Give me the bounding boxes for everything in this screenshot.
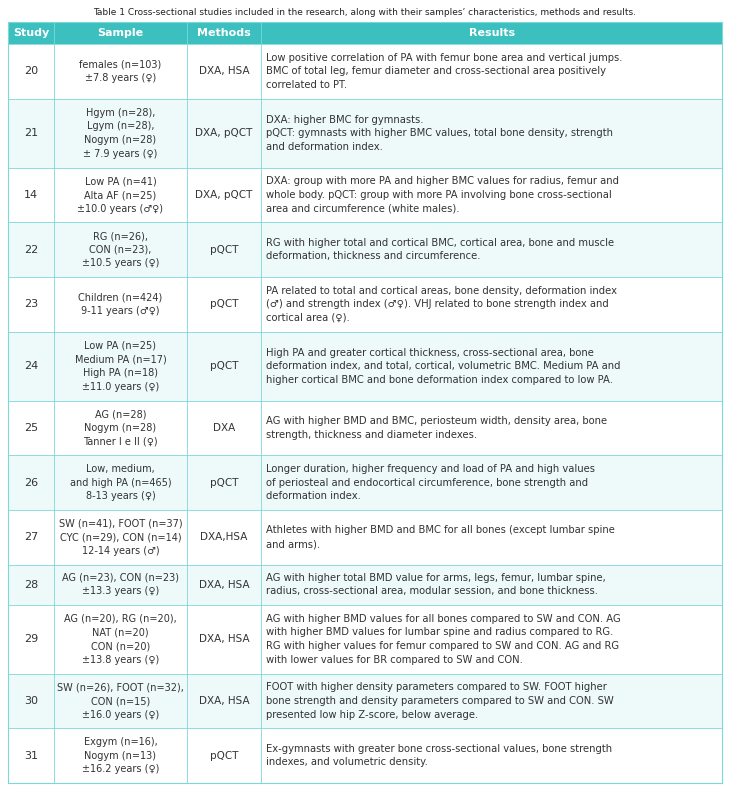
Text: DXA, pQCT: DXA, pQCT xyxy=(196,190,253,200)
Text: 24: 24 xyxy=(24,361,39,371)
Text: DXA: group with more PA and higher BMC values for radius, femur and
whole body. : DXA: group with more PA and higher BMC v… xyxy=(266,176,620,214)
Text: DXA: higher BMC for gymnasts.
pQCT: gymnasts with higher BMC values, total bone : DXA: higher BMC for gymnasts. pQCT: gymn… xyxy=(266,115,613,152)
Bar xyxy=(8,401,722,456)
Text: Ex-gymnasts with greater bone cross-sectional values, bone strength
indexes, and: Ex-gymnasts with greater bone cross-sect… xyxy=(266,744,612,767)
Bar xyxy=(8,277,722,331)
Bar xyxy=(8,223,722,277)
Bar xyxy=(8,674,722,729)
Text: SW (n=26), FOOT (n=32),
CON (n=15)
±16.0 years (♀): SW (n=26), FOOT (n=32), CON (n=15) ±16.0… xyxy=(57,682,184,719)
Text: Low PA (n=41)
Alta AF (n=25)
±10.0 years (♂♀): Low PA (n=41) Alta AF (n=25) ±10.0 years… xyxy=(77,176,164,214)
Text: pQCT: pQCT xyxy=(210,361,238,371)
Text: Study: Study xyxy=(13,28,50,38)
Text: Low positive correlation of PA with femur bone area and vertical jumps.
BMC of t: Low positive correlation of PA with femu… xyxy=(266,53,623,90)
Text: FOOT with higher density parameters compared to SW. FOOT higher
bone strength an: FOOT with higher density parameters comp… xyxy=(266,682,614,719)
Text: 27: 27 xyxy=(24,532,39,542)
Bar xyxy=(8,729,722,783)
Text: Table 1 Cross-sectional studies included in the research, along with their sampl: Table 1 Cross-sectional studies included… xyxy=(93,8,637,17)
Text: DXA, HSA: DXA, HSA xyxy=(199,634,250,645)
Text: Children (n=424)
9-11 years (♂♀): Children (n=424) 9-11 years (♂♀) xyxy=(78,293,163,316)
Text: High PA and greater cortical thickness, cross-sectional area, bone
deformation i: High PA and greater cortical thickness, … xyxy=(266,348,621,385)
Text: 21: 21 xyxy=(24,128,38,139)
Bar xyxy=(8,604,722,674)
Text: AG with higher total BMD value for arms, legs, femur, lumbar spine,
radius, cros: AG with higher total BMD value for arms,… xyxy=(266,573,606,597)
Text: Athletes with higher BMD and BMC for all bones (except lumbar spine
and arms).: Athletes with higher BMD and BMC for all… xyxy=(266,526,615,549)
Text: Low, medium,
and high PA (n=465)
8-13 years (♀): Low, medium, and high PA (n=465) 8-13 ye… xyxy=(69,464,172,501)
Text: Sample: Sample xyxy=(97,28,144,38)
Text: RG with higher total and cortical BMC, cortical area, bone and muscle
deformatio: RG with higher total and cortical BMC, c… xyxy=(266,238,615,261)
Text: 14: 14 xyxy=(24,190,38,200)
Text: 22: 22 xyxy=(24,245,39,255)
Text: AG (n=28)
Nogym (n=28)
Tanner I e II (♀): AG (n=28) Nogym (n=28) Tanner I e II (♀) xyxy=(83,409,158,447)
Text: pQCT: pQCT xyxy=(210,751,238,761)
Text: pQCT: pQCT xyxy=(210,299,238,309)
Text: AG with higher BMD values for all bones compared to SW and CON. AG
with higher B: AG with higher BMD values for all bones … xyxy=(266,614,621,664)
Bar xyxy=(8,168,722,223)
Text: Exgym (n=16),
Nogym (n=13)
±16.2 years (♀): Exgym (n=16), Nogym (n=13) ±16.2 years (… xyxy=(82,737,159,774)
Text: 25: 25 xyxy=(24,423,38,433)
Text: Low PA (n=25)
Medium PA (n=17)
High PA (n=18)
±11.0 years (♀): Low PA (n=25) Medium PA (n=17) High PA (… xyxy=(74,341,166,392)
Bar xyxy=(8,22,722,44)
Text: 20: 20 xyxy=(24,66,38,76)
Text: Results: Results xyxy=(469,28,515,38)
Text: Hgym (n=28),
Lgym (n=28),
Nogym (n=28)
± 7.9 years (♀): Hgym (n=28), Lgym (n=28), Nogym (n=28) ±… xyxy=(83,108,158,159)
Bar xyxy=(8,510,722,564)
Bar xyxy=(8,44,722,98)
Text: Methods: Methods xyxy=(197,28,251,38)
Text: pQCT: pQCT xyxy=(210,478,238,488)
Text: DXA: DXA xyxy=(213,423,235,433)
Text: 23: 23 xyxy=(24,299,38,309)
Bar xyxy=(8,456,722,510)
Text: 31: 31 xyxy=(24,751,38,761)
Text: 28: 28 xyxy=(24,579,39,589)
Text: AG with higher BMD and BMC, periosteum width, density area, bone
strength, thick: AG with higher BMD and BMC, periosteum w… xyxy=(266,416,607,440)
Text: RG (n=26),
CON (n=23),
±10.5 years (♀): RG (n=26), CON (n=23), ±10.5 years (♀) xyxy=(82,231,159,268)
Text: 29: 29 xyxy=(24,634,39,645)
Text: DXA, pQCT: DXA, pQCT xyxy=(196,128,253,139)
Text: 26: 26 xyxy=(24,478,38,488)
Text: 30: 30 xyxy=(24,696,38,706)
Text: DXA,HSA: DXA,HSA xyxy=(200,532,247,542)
Bar xyxy=(8,98,722,168)
Text: DXA, HSA: DXA, HSA xyxy=(199,579,250,589)
Text: DXA, HSA: DXA, HSA xyxy=(199,696,250,706)
Bar xyxy=(8,564,722,604)
Text: pQCT: pQCT xyxy=(210,245,238,255)
Text: PA related to total and cortical areas, bone density, deformation index
(♂) and : PA related to total and cortical areas, … xyxy=(266,286,618,323)
Text: AG (n=23), CON (n=23)
±13.3 years (♀): AG (n=23), CON (n=23) ±13.3 years (♀) xyxy=(62,573,179,597)
Text: AG (n=20), RG (n=20),
NAT (n=20)
CON (n=20)
±13.8 years (♀): AG (n=20), RG (n=20), NAT (n=20) CON (n=… xyxy=(64,614,177,664)
Text: DXA, HSA: DXA, HSA xyxy=(199,66,250,76)
Text: SW (n=41), FOOT (n=37)
CYC (n=29), CON (n=14)
12-14 years (♂): SW (n=41), FOOT (n=37) CYC (n=29), CON (… xyxy=(58,519,182,556)
Text: females (n=103)
±7.8 years (♀): females (n=103) ±7.8 years (♀) xyxy=(80,60,161,83)
Bar xyxy=(8,331,722,401)
Text: Longer duration, higher frequency and load of PA and high values
of periosteal a: Longer duration, higher frequency and lo… xyxy=(266,464,596,501)
